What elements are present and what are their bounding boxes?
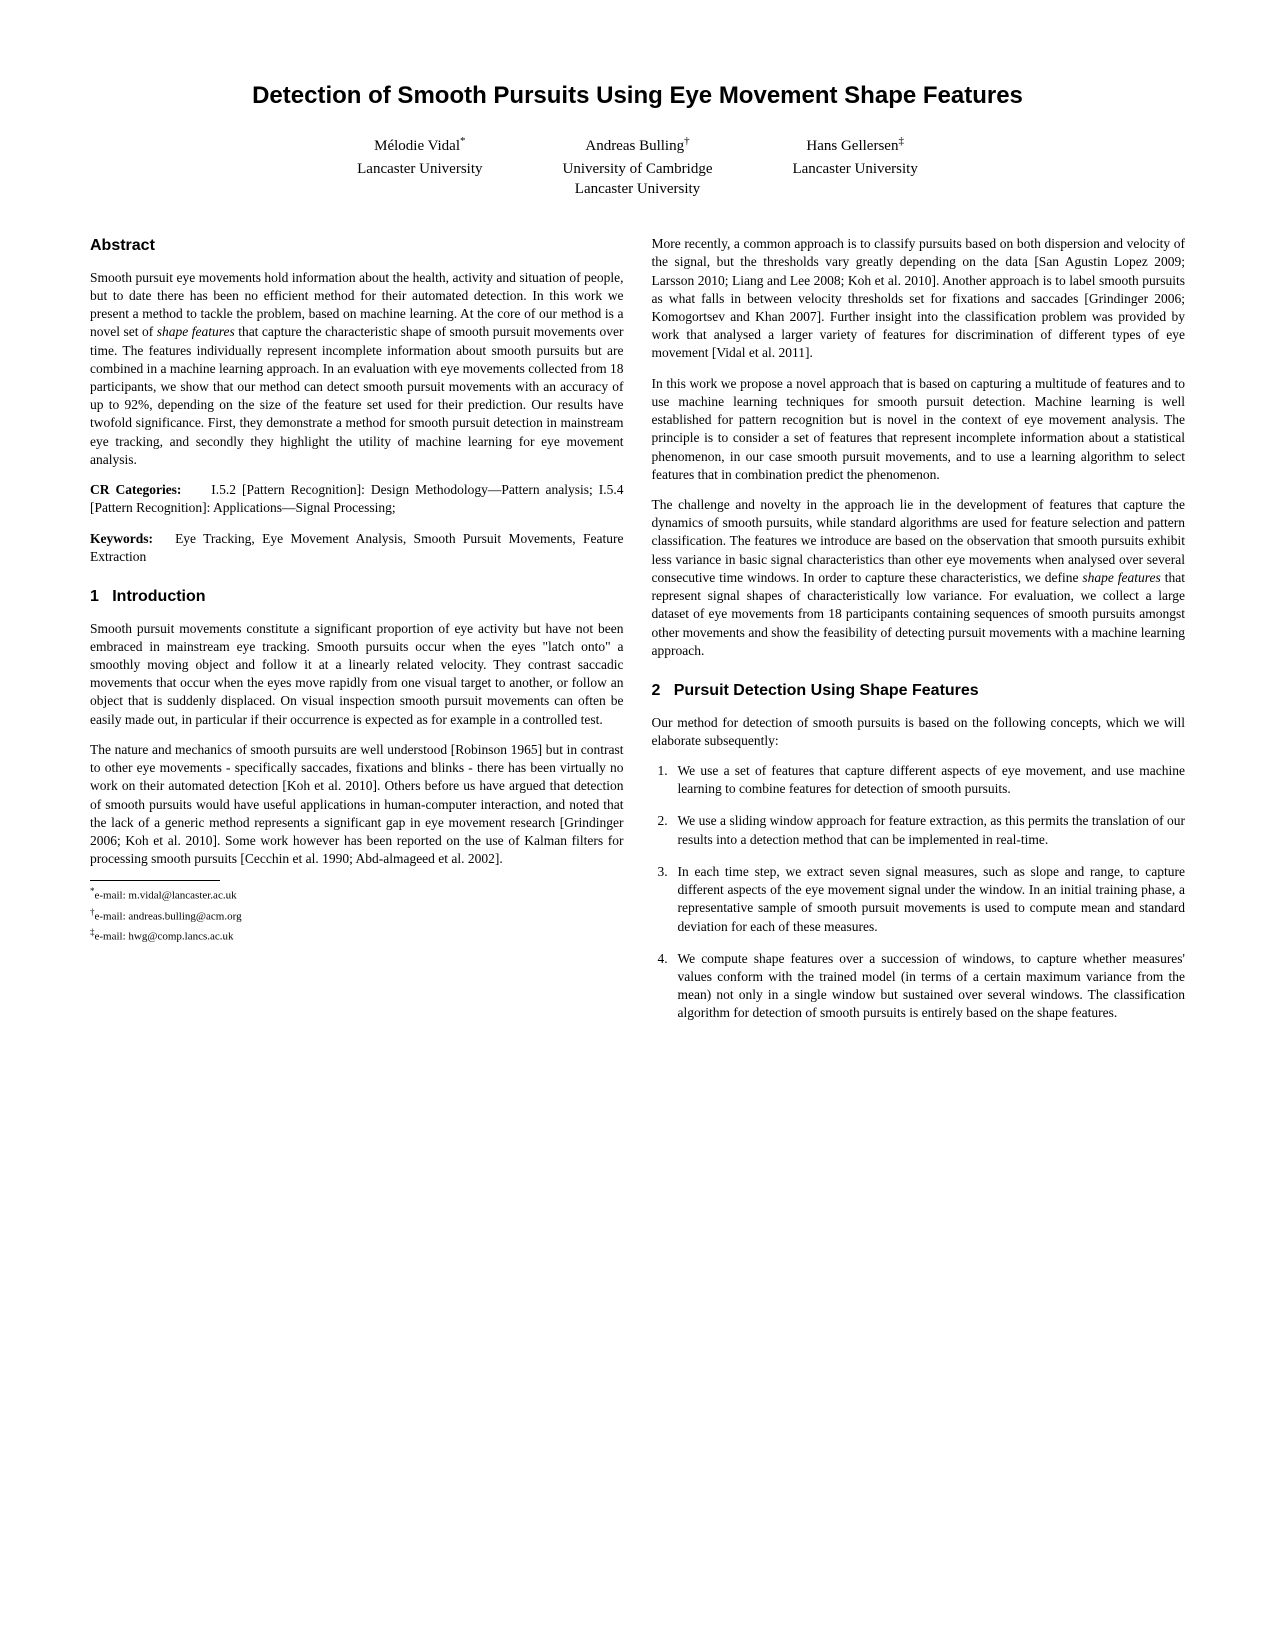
authors-block: Mélodie Vidal* Lancaster University Andr… xyxy=(90,134,1185,199)
keywords: Keywords: Eye Tracking, Eye Movement Ana… xyxy=(90,530,624,566)
author-1-affil: Lancaster University xyxy=(357,159,482,179)
author-2: Andreas Bulling† University of Cambridge… xyxy=(563,134,713,199)
footnote-rule xyxy=(90,880,220,881)
col2-p3: The challenge and novelty in the approac… xyxy=(652,496,1186,660)
footnote-3: ‡e-mail: hwg@comp.lancs.ac.uk xyxy=(90,926,624,945)
list-item-1: We use a set of features that capture di… xyxy=(652,762,1186,798)
section-1-p1: Smooth pursuit movements constitute a si… xyxy=(90,620,624,729)
right-column: More recently, a common approach is to c… xyxy=(652,235,1186,1036)
left-column: Abstract Smooth pursuit eye movements ho… xyxy=(90,235,624,1036)
col2-p1: More recently, a common approach is to c… xyxy=(652,235,1186,363)
author-1-name: Mélodie Vidal* xyxy=(357,134,482,156)
col2-p2: In this work we propose a novel approach… xyxy=(652,375,1186,484)
author-3-name: Hans Gellersen‡ xyxy=(792,134,917,156)
section-2-list: We use a set of features that capture di… xyxy=(652,762,1186,1023)
author-2-name: Andreas Bulling† xyxy=(563,134,713,156)
abstract-heading: Abstract xyxy=(90,235,624,257)
cr-categories: CR Categories: I.5.2 [Pattern Recognitio… xyxy=(90,481,624,517)
section-2-heading: 2 Pursuit Detection Using Shape Features xyxy=(652,680,1186,702)
author-3-affil: Lancaster University xyxy=(792,159,917,179)
section-1-p2: The nature and mechanics of smooth pursu… xyxy=(90,741,624,869)
list-item-4: We compute shape features over a success… xyxy=(652,950,1186,1023)
section-2-intro: Our method for detection of smooth pursu… xyxy=(652,714,1186,750)
abstract-paragraph: Smooth pursuit eye movements hold inform… xyxy=(90,269,624,469)
footnote-1: *e-mail: m.vidal@lancaster.ac.uk xyxy=(90,885,624,904)
author-2-affil1: University of Cambridge xyxy=(563,159,713,179)
list-item-2: We use a sliding window approach for fea… xyxy=(652,812,1186,848)
author-3: Hans Gellersen‡ Lancaster University xyxy=(792,134,917,199)
two-column-layout: Abstract Smooth pursuit eye movements ho… xyxy=(90,235,1185,1036)
paper-title: Detection of Smooth Pursuits Using Eye M… xyxy=(90,80,1185,112)
section-1-heading: 1 Introduction xyxy=(90,586,624,608)
author-1: Mélodie Vidal* Lancaster University xyxy=(357,134,482,199)
list-item-3: In each time step, we extract seven sign… xyxy=(652,863,1186,936)
author-2-affil2: Lancaster University xyxy=(563,179,713,199)
footnote-2: †e-mail: andreas.bulling@acm.org xyxy=(90,906,624,925)
